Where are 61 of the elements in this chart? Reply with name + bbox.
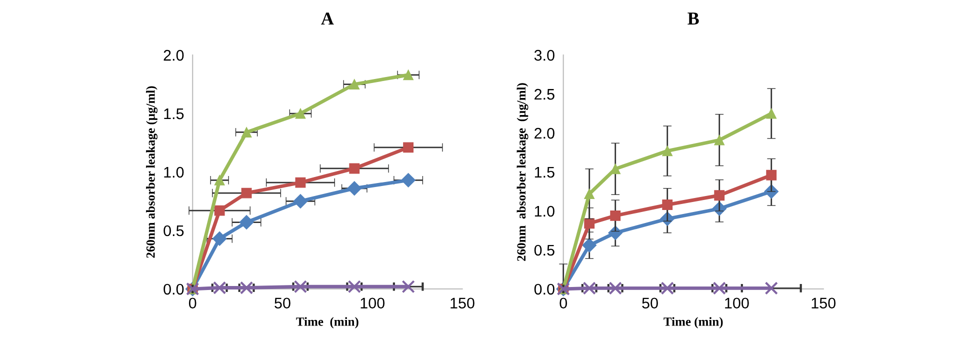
point (764, 282, 778, 295)
point (241, 127, 252, 138)
x-tick-label: 150 (812, 298, 836, 309)
y-tick-label: 3.0 (534, 50, 554, 61)
y-tick-label: 0.5 (534, 244, 554, 256)
point (662, 200, 673, 210)
chart-title: B (688, 12, 699, 25)
x-tick-label: 50 (274, 298, 290, 309)
x-tick-label: 0 (560, 298, 568, 309)
x-axis-title: Time (min) (296, 317, 358, 328)
point (662, 146, 673, 156)
point (295, 177, 306, 188)
point (610, 210, 621, 221)
y-tick-label: 0.0 (164, 284, 184, 295)
x-tick-label: 100 (360, 298, 385, 309)
point (347, 181, 362, 196)
point (766, 170, 777, 180)
x-tick-label: 100 (725, 298, 749, 309)
chart-title: A (321, 12, 334, 24)
point (295, 108, 306, 119)
point (240, 281, 254, 294)
x-tick-label: 0 (188, 298, 196, 309)
point (582, 238, 597, 253)
y-tick-label: 2.0 (164, 50, 184, 61)
x-tick-label: 150 (450, 298, 474, 309)
y-tick-label: 2.0 (534, 128, 554, 139)
point (349, 79, 360, 90)
point (402, 280, 415, 294)
point (582, 282, 596, 295)
point (214, 174, 225, 186)
point (348, 280, 361, 294)
y-tick-label: 1.5 (534, 167, 554, 178)
point (212, 231, 227, 246)
point (766, 108, 777, 119)
point (660, 282, 674, 295)
y-tick-label: 1.0 (164, 166, 184, 178)
point (584, 218, 595, 229)
x-tick-label: 50 (642, 298, 658, 309)
point (608, 282, 622, 295)
point (584, 188, 595, 200)
point (241, 188, 252, 198)
point (294, 280, 308, 294)
point (212, 281, 226, 294)
point (293, 194, 308, 208)
point (712, 282, 726, 295)
y-tick-label: 0.0 (534, 284, 554, 295)
point (401, 172, 416, 188)
y-tick-label: 0.5 (164, 225, 184, 236)
point (714, 190, 725, 201)
point (403, 70, 414, 80)
y-axis-title: 260nm absorber leakage (µg/ml) (146, 86, 158, 258)
point (239, 215, 254, 230)
y-axis-title: 260nm absorber leakage (µg/ml) (516, 83, 528, 261)
point (349, 163, 360, 174)
point (214, 205, 225, 216)
y-tick-label: 1.5 (164, 108, 184, 120)
point (403, 142, 414, 153)
x-axis-title: Time (min) (664, 317, 723, 328)
y-tick-label: 2.5 (534, 88, 554, 100)
point (714, 134, 725, 146)
y-tick-label: 1.0 (534, 206, 554, 217)
